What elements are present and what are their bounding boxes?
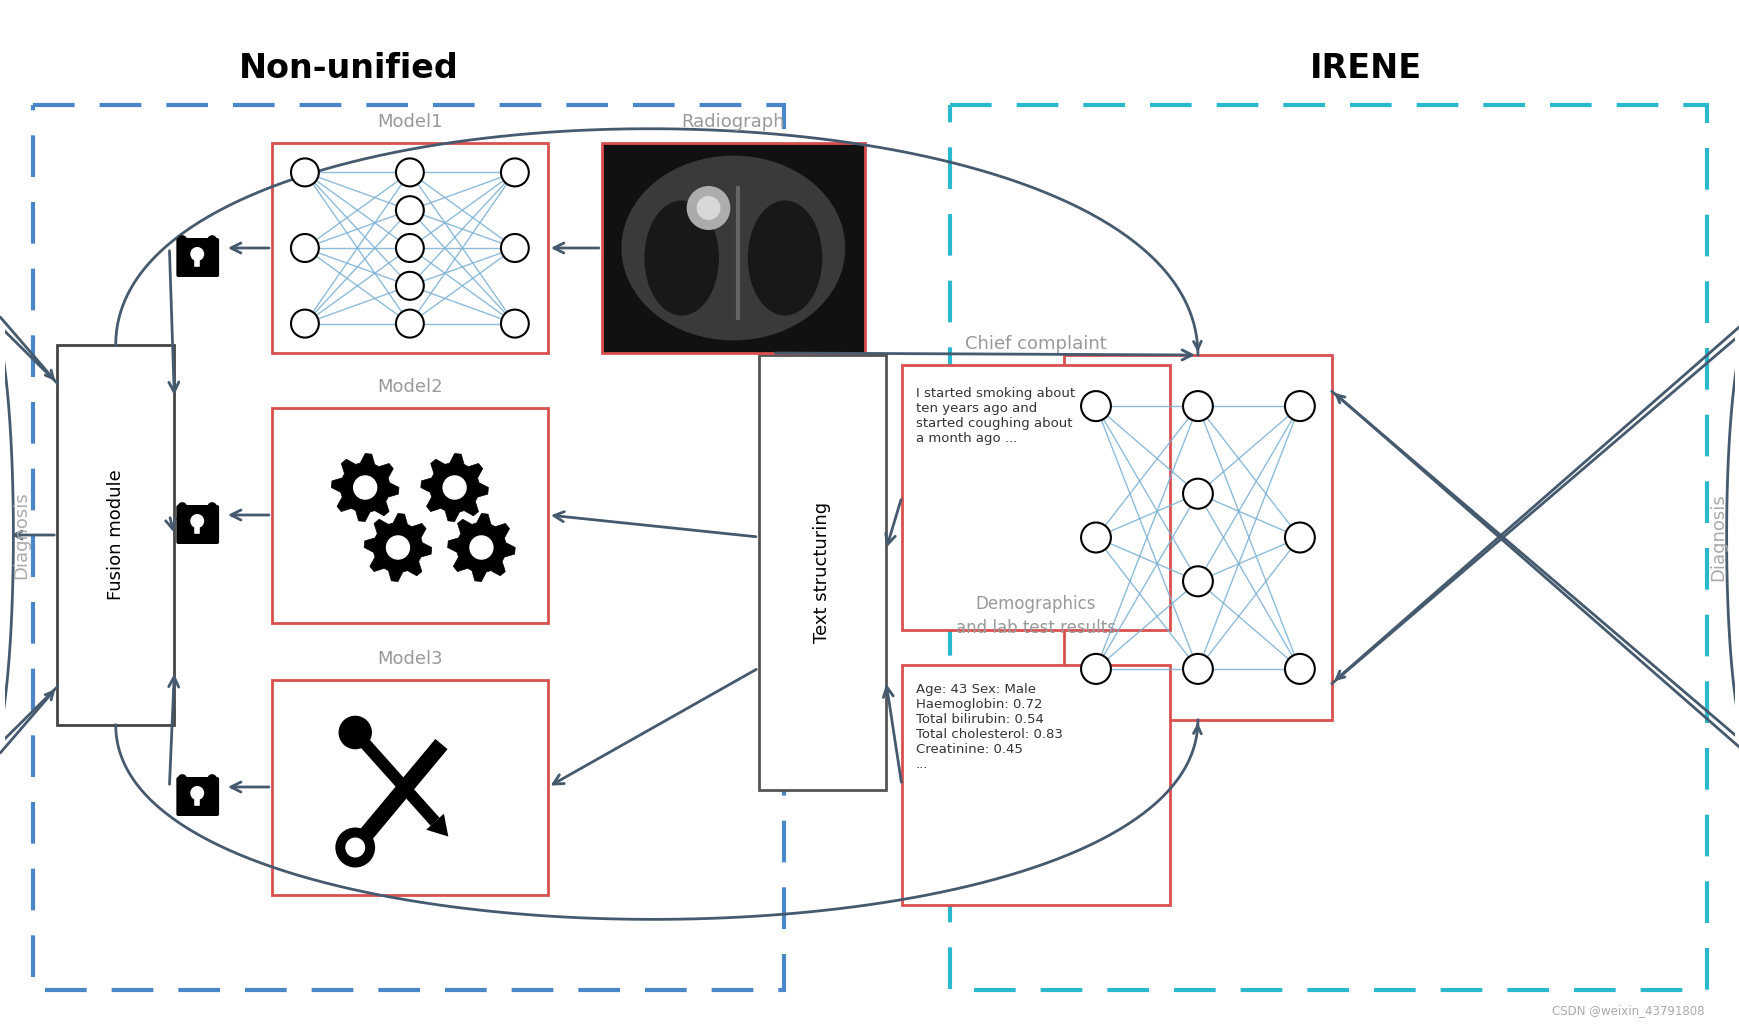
Polygon shape — [330, 453, 398, 521]
Text: Radiograph: Radiograph — [682, 112, 784, 131]
Ellipse shape — [621, 156, 845, 341]
Circle shape — [501, 158, 529, 187]
Circle shape — [501, 234, 529, 262]
Polygon shape — [426, 813, 449, 837]
Circle shape — [190, 786, 203, 800]
Text: CSDN @weixin_43791808: CSDN @weixin_43791808 — [1551, 1004, 1704, 1017]
Circle shape — [344, 838, 365, 858]
Bar — [901, 365, 1169, 630]
Circle shape — [1080, 391, 1109, 421]
Circle shape — [1183, 654, 1212, 684]
Circle shape — [1183, 391, 1212, 421]
Ellipse shape — [748, 200, 823, 316]
Bar — [1063, 355, 1332, 720]
Text: Age: 43 Sex: Male
Haemoglobin: 0.72
Total bilirubin: 0.54
Total cholesterol: 0.8: Age: 43 Sex: Male Haemoglobin: 0.72 Tota… — [915, 683, 1063, 771]
FancyBboxPatch shape — [176, 777, 219, 816]
Text: Model2: Model2 — [377, 378, 442, 396]
Text: Diagnosis: Diagnosis — [1709, 493, 1727, 581]
Circle shape — [1285, 654, 1315, 684]
Bar — [949, 105, 1706, 990]
Circle shape — [687, 186, 730, 230]
Text: Text structuring: Text structuring — [812, 502, 831, 643]
Circle shape — [190, 514, 203, 528]
Polygon shape — [447, 514, 515, 581]
Circle shape — [396, 234, 424, 262]
Circle shape — [1183, 567, 1212, 596]
Circle shape — [396, 158, 424, 187]
Circle shape — [353, 476, 376, 499]
Text: Diagnosis: Diagnosis — [12, 491, 30, 579]
Circle shape — [339, 716, 372, 749]
Circle shape — [396, 271, 424, 300]
Circle shape — [396, 310, 424, 337]
Bar — [602, 143, 864, 353]
Circle shape — [336, 828, 376, 868]
Circle shape — [1285, 522, 1315, 552]
Text: Fusion module: Fusion module — [106, 470, 125, 601]
Text: Chief complaint: Chief complaint — [965, 335, 1106, 353]
Circle shape — [190, 247, 203, 261]
Circle shape — [1080, 654, 1109, 684]
Circle shape — [290, 234, 318, 262]
Bar — [271, 143, 548, 353]
FancyBboxPatch shape — [176, 505, 219, 544]
Circle shape — [470, 536, 492, 559]
Circle shape — [443, 476, 466, 499]
Text: I started smoking about
ten years ago and
started coughing about
a month ago ...: I started smoking about ten years ago an… — [915, 387, 1075, 445]
Circle shape — [696, 196, 720, 220]
Polygon shape — [363, 514, 431, 581]
Polygon shape — [350, 739, 447, 852]
Ellipse shape — [643, 200, 718, 316]
Bar — [33, 105, 783, 990]
Bar — [271, 408, 548, 623]
Text: Demographics
and lab test results: Demographics and lab test results — [955, 595, 1115, 637]
Text: Non-unified: Non-unified — [238, 52, 457, 85]
Circle shape — [1285, 391, 1315, 421]
Circle shape — [1080, 522, 1109, 552]
Text: IRENE: IRENE — [1309, 52, 1421, 85]
Bar — [758, 355, 885, 791]
Text: Model1: Model1 — [377, 112, 442, 131]
Bar — [901, 665, 1169, 905]
Circle shape — [290, 310, 318, 337]
FancyBboxPatch shape — [176, 238, 219, 277]
Circle shape — [1183, 479, 1212, 509]
Circle shape — [396, 196, 424, 224]
Circle shape — [386, 536, 409, 559]
Bar — [57, 345, 174, 725]
Polygon shape — [421, 453, 489, 521]
Bar — [271, 680, 548, 895]
Circle shape — [290, 158, 318, 187]
Circle shape — [501, 310, 529, 337]
Polygon shape — [351, 729, 440, 826]
Text: Model3: Model3 — [377, 650, 442, 668]
